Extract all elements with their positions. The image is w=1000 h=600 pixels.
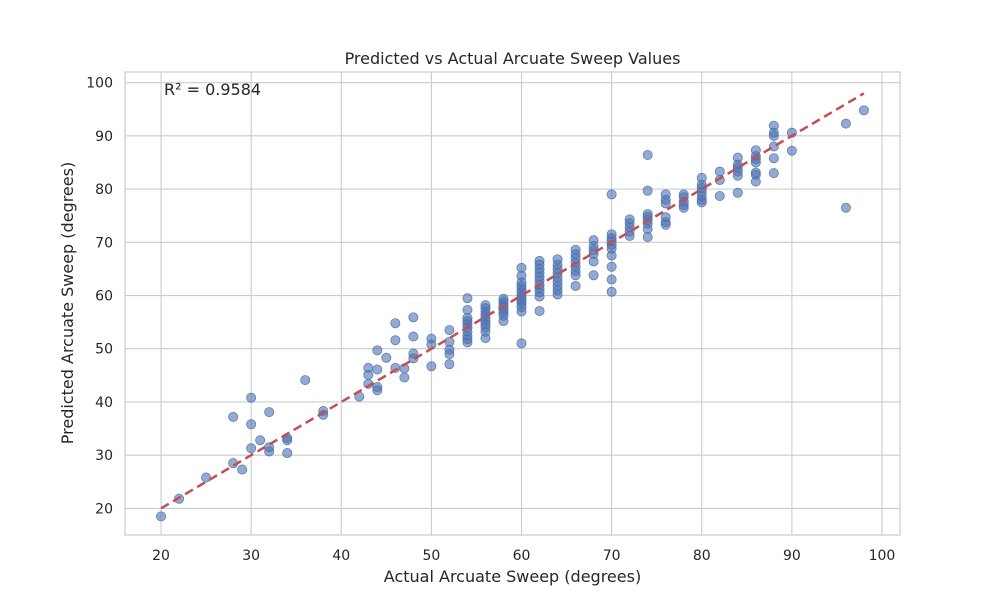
y-tick-label: 80 bbox=[95, 182, 113, 198]
data-point bbox=[714, 190, 725, 201]
y-tick-label: 60 bbox=[95, 289, 113, 305]
data-point bbox=[732, 187, 743, 198]
x-tick-label: 80 bbox=[693, 548, 711, 564]
data-point bbox=[282, 435, 293, 446]
x-tick-label: 50 bbox=[422, 548, 440, 564]
data-point bbox=[768, 153, 779, 164]
data-point bbox=[444, 349, 455, 360]
data-point bbox=[714, 166, 725, 177]
data-point bbox=[840, 118, 851, 129]
data-point bbox=[768, 168, 779, 179]
y-tick-label: 70 bbox=[95, 235, 113, 251]
x-tick-labels: 20 30 40 50 60 70 80 90 100 bbox=[152, 548, 895, 564]
data-point bbox=[588, 270, 599, 281]
data-point bbox=[444, 359, 455, 370]
y-tick-label: 90 bbox=[95, 129, 113, 145]
x-tick-label: 40 bbox=[332, 548, 350, 564]
data-point bbox=[480, 333, 491, 344]
data-point bbox=[606, 274, 617, 285]
data-point bbox=[660, 219, 671, 230]
data-point bbox=[660, 198, 671, 209]
data-point bbox=[426, 361, 437, 372]
x-tick-label: 100 bbox=[869, 548, 896, 564]
data-point bbox=[444, 325, 455, 336]
data-point bbox=[156, 511, 167, 522]
data-point bbox=[552, 289, 563, 300]
data-point bbox=[390, 318, 401, 329]
data-point bbox=[282, 448, 293, 459]
data-point bbox=[264, 446, 275, 457]
data-point bbox=[696, 197, 707, 208]
data-point bbox=[372, 364, 383, 375]
y-tick-label: 40 bbox=[95, 395, 113, 411]
x-tick-label: 60 bbox=[513, 548, 531, 564]
data-point bbox=[255, 435, 266, 446]
data-point bbox=[498, 316, 509, 327]
data-point bbox=[390, 335, 401, 346]
plot-frame bbox=[124, 71, 901, 536]
data-point bbox=[201, 472, 212, 483]
y-tick-label: 20 bbox=[95, 501, 113, 517]
data-point bbox=[768, 130, 779, 141]
x-tick-label: 90 bbox=[783, 548, 801, 564]
chart-title: Predicted vs Actual Arcuate Sweep Values bbox=[345, 49, 681, 68]
reference-line bbox=[160, 92, 865, 510]
x-tick-label: 70 bbox=[603, 548, 621, 564]
data-point bbox=[381, 352, 392, 363]
data-point bbox=[246, 443, 257, 454]
data-point bbox=[363, 369, 374, 380]
r-squared-annotation: R² = 0.9584 bbox=[164, 80, 261, 99]
y-axis-label: Predicted Arcuate Sweep (degrees) bbox=[58, 162, 77, 444]
data-point bbox=[372, 385, 383, 396]
data-point bbox=[408, 312, 419, 323]
data-point bbox=[462, 293, 473, 304]
data-point bbox=[399, 372, 410, 383]
data-point bbox=[606, 250, 617, 261]
data-points bbox=[156, 105, 869, 522]
data-point bbox=[732, 170, 743, 181]
data-point bbox=[516, 338, 527, 349]
data-point bbox=[246, 419, 257, 430]
x-tick-label: 30 bbox=[242, 548, 260, 564]
data-point bbox=[606, 261, 617, 272]
data-point bbox=[642, 185, 653, 196]
data-point bbox=[678, 202, 689, 213]
y-tick-label: 100 bbox=[86, 76, 113, 92]
data-point bbox=[516, 306, 527, 317]
data-point bbox=[840, 202, 851, 213]
data-point bbox=[246, 392, 257, 403]
data-point bbox=[408, 331, 419, 342]
data-point bbox=[642, 231, 653, 242]
data-point bbox=[606, 286, 617, 297]
y-tick-label: 30 bbox=[95, 448, 113, 464]
data-point bbox=[408, 353, 419, 364]
data-point bbox=[372, 345, 383, 356]
data-point bbox=[606, 189, 617, 200]
data-point bbox=[300, 375, 311, 386]
data-point bbox=[750, 176, 761, 187]
data-point bbox=[264, 407, 275, 418]
x-tick-label: 20 bbox=[152, 548, 170, 564]
data-point bbox=[534, 305, 545, 316]
data-point bbox=[570, 280, 581, 291]
data-point bbox=[786, 145, 797, 156]
data-point bbox=[642, 150, 653, 161]
data-point bbox=[588, 256, 599, 267]
data-point bbox=[228, 411, 239, 422]
x-axis-label: Actual Arcuate Sweep (degrees) bbox=[384, 567, 641, 586]
data-point bbox=[858, 105, 869, 116]
y-tick-label: 50 bbox=[95, 342, 113, 358]
data-point bbox=[237, 464, 248, 475]
data-point bbox=[462, 337, 473, 348]
data-point bbox=[534, 291, 545, 302]
data-point bbox=[624, 230, 635, 241]
data-point bbox=[570, 270, 581, 281]
y-tick-labels: 20 30 40 50 60 70 80 90 100 bbox=[86, 76, 113, 518]
